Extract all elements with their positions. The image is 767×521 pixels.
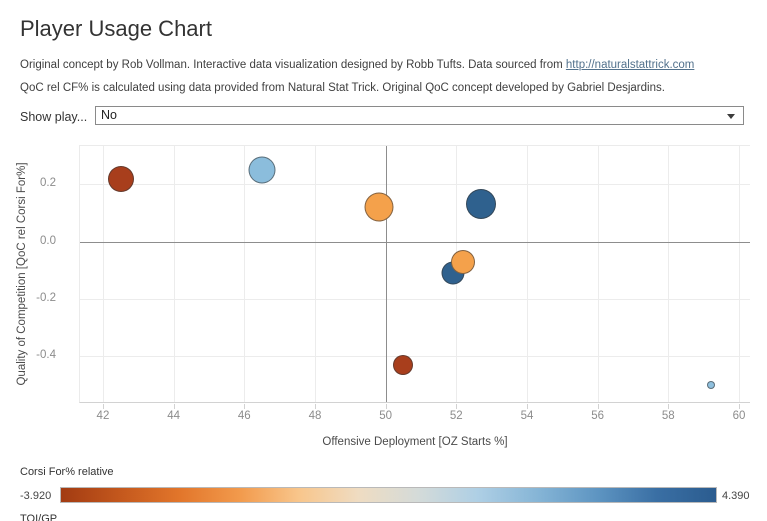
- x-tick-mark: [668, 404, 670, 409]
- description-line-1: Original concept by Rob Vollman. Interac…: [20, 59, 694, 71]
- x-gridline: [597, 146, 599, 402]
- scatter-bubble[interactable]: [706, 381, 715, 390]
- dropdown-selected-value: No: [101, 108, 117, 122]
- naturalstattrick-link[interactable]: http://naturalstattrick.com: [565, 59, 695, 71]
- x-gridline: [102, 146, 104, 402]
- x-gridline: [314, 146, 316, 402]
- plot-area: 42 44 46 48 50 52 54 56 58 60 0.2 0.0 -0.2 -0.4 Offe…: [16, 145, 750, 448]
- x-tick-label: 50: [379, 410, 393, 422]
- x-tick-mark: [385, 404, 387, 409]
- y-gridline: [80, 356, 750, 358]
- x-tick-mark: [314, 404, 316, 409]
- x-tick-label: 44: [167, 410, 181, 422]
- x-tick-label: 52: [449, 410, 463, 422]
- x-axis-title: Offensive Deployment [OZ Starts %]: [322, 436, 508, 448]
- scatter-bubble[interactable]: [393, 355, 414, 376]
- scatter-bubble[interactable]: [107, 165, 134, 192]
- x-tick-label: 48: [308, 410, 322, 422]
- y-axis-title: Quality of Competition [QoC rel Corsi Fo…: [16, 162, 28, 386]
- x-gridline: [244, 146, 246, 402]
- description-text: Original concept by Rob Vollman. Interac…: [20, 59, 566, 71]
- x-tick-mark: [738, 404, 740, 409]
- show-players-dropdown[interactable]: No: [95, 106, 744, 125]
- color-legend-max-label: 4.390: [722, 490, 750, 502]
- scatter-bubble[interactable]: [451, 249, 476, 274]
- description-line-2: QoC rel CF% is calculated using data pro…: [20, 82, 665, 94]
- y-gridline: [80, 299, 750, 301]
- x-gridline: [526, 146, 528, 402]
- color-legend-min-label: -3.920: [20, 490, 52, 502]
- scatter-bubble[interactable]: [466, 189, 497, 220]
- x-tick-label: 58: [661, 410, 675, 422]
- x-tick-mark: [173, 404, 175, 409]
- scatter-bubble[interactable]: [248, 156, 276, 184]
- filter-label: Show play...: [20, 110, 88, 124]
- x-tick-label: 46: [237, 410, 251, 422]
- x-tick-mark: [597, 404, 599, 409]
- x-tick-mark: [456, 404, 458, 409]
- y-tick-label: -0.4: [36, 349, 56, 362]
- x-tick-label: 54: [520, 410, 534, 422]
- y-tick-label: -0.2: [36, 292, 56, 305]
- x-reference-line: [385, 146, 387, 402]
- x-tick-mark: [526, 404, 528, 409]
- color-legend-gradient-bar[interactable]: [60, 487, 717, 503]
- x-tick-label: 56: [591, 410, 605, 422]
- x-tick-mark: [102, 404, 104, 409]
- x-tick-label: 60: [732, 410, 746, 422]
- scatter-bubble[interactable]: [364, 192, 394, 222]
- size-legend-title: TOI/GP: [20, 513, 58, 521]
- y-tick-label: 0.0: [40, 234, 56, 247]
- x-tick-mark: [244, 404, 246, 409]
- x-gridline: [668, 146, 670, 402]
- y-reference-line: [80, 241, 750, 243]
- dropdown-arrow-icon[interactable]: [727, 114, 735, 119]
- color-legend-title: Corsi For% relative: [20, 466, 114, 478]
- x-gridline: [173, 146, 175, 402]
- x-gridline: [738, 146, 740, 402]
- page-title: Player Usage Chart: [20, 16, 212, 41]
- y-gridline: [80, 184, 750, 186]
- x-tick-label: 42: [96, 410, 110, 422]
- y-tick-label: 0.2: [40, 177, 56, 190]
